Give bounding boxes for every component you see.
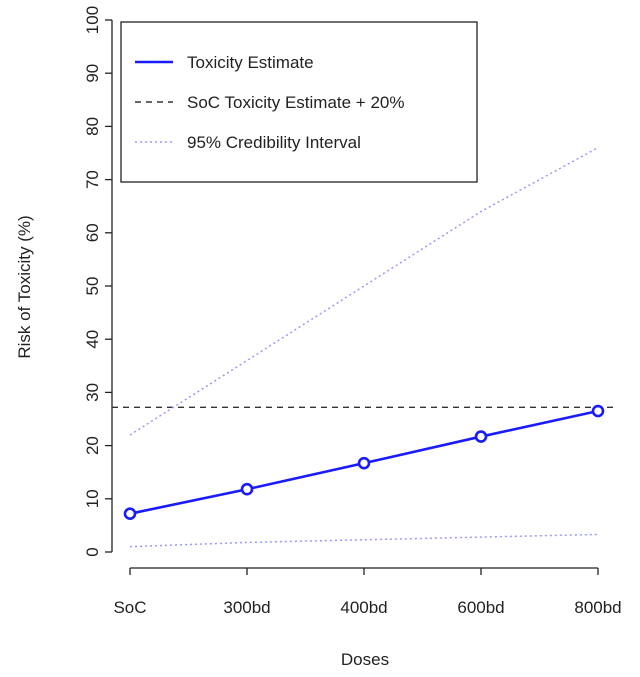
- x-tick-label: 400bd: [340, 598, 387, 617]
- y-tick-label: 60: [83, 223, 102, 242]
- x-axis-title: Doses: [341, 650, 389, 669]
- legend-label: SoC Toxicity Estimate + 20%: [187, 93, 404, 112]
- y-tick-label: 40: [83, 330, 102, 349]
- x-tick-label: 600bd: [457, 598, 504, 617]
- y-tick-label: 80: [83, 117, 102, 136]
- legend: Toxicity Estimate SoC Toxicity Estimate +…: [120, 21, 478, 183]
- toxicity-estimate-point: [123, 507, 137, 520]
- y-axis-title: Risk of Toxicity (%): [15, 215, 34, 358]
- y-tick-label: 10: [83, 489, 102, 508]
- y-tick-label: 20: [83, 436, 102, 455]
- x-tick-label: 800bd: [574, 598, 621, 617]
- toxicity-estimate-point: [474, 430, 488, 443]
- legend-label: Toxicity Estimate: [187, 53, 314, 72]
- x-tick-label: 300bd: [223, 598, 270, 617]
- y-tick-label: 30: [83, 383, 102, 402]
- credibility-upper-line: [129, 147, 599, 436]
- x-tick-label: SoC: [113, 598, 146, 617]
- toxicity-estimate-point: [357, 456, 371, 470]
- y-tick-label: 0: [83, 547, 102, 556]
- y-tick-label: 100: [83, 6, 102, 34]
- y-tick-label: 90: [83, 64, 102, 83]
- legend-label: 95% Credibility Interval: [187, 133, 361, 152]
- axes: 0 10 20 30 40 50 60 70 80 90 100 SoC 300bd 400bd 600bd…: [83, 6, 622, 617]
- toxicity-estimate-point: [240, 482, 254, 496]
- series-lines: [129, 147, 599, 548]
- credibility-lower-line: [129, 533, 599, 548]
- y-tick-label: 50: [83, 277, 102, 296]
- y-tick-label: 70: [83, 170, 102, 189]
- data-points: [123, 404, 605, 520]
- legend-box: [120, 21, 478, 183]
- toxicity-estimate-point: [591, 404, 605, 418]
